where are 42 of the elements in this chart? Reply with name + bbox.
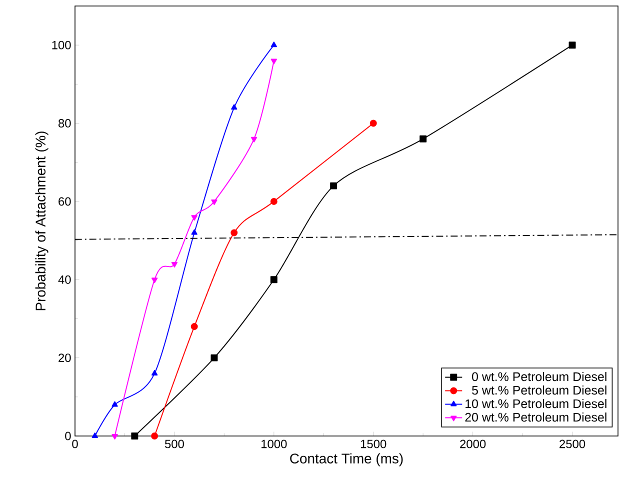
y-tick-label: 80 [58,119,71,128]
point [330,182,338,190]
x-tick-label: 1000 [262,440,287,448]
point [211,199,218,205]
point [151,278,158,284]
point [112,401,118,407]
point [370,120,377,127]
y-axis-title: Probability of Attachment (%) [35,132,48,310]
point [190,323,198,330]
legend-label: 5 wt.% Petroleum Diesel [472,385,606,395]
point [250,136,258,142]
y-tick-label: 60 [58,197,71,206]
x-tick-label: 500 [164,440,184,448]
legend-label: 0 wt.% Petroleum Diesel [472,372,606,382]
x-axis-title: Contact Time (ms) [290,453,403,466]
point [568,42,576,49]
legend-label: 10 wt.% Petroleum Diesel [466,398,606,408]
point [270,276,278,284]
x-tick-label: 2500 [560,440,586,448]
y-tick-label: 40 [58,275,71,284]
legend-label: 20 wt.% Petroleum Diesel [465,412,606,422]
x-tick-label: 2000 [460,440,486,448]
point [191,215,198,221]
y-tick-label: 100 [52,40,71,50]
y-tick-label: 0 [65,432,71,440]
x-tick-label: 0 [72,440,78,448]
point [231,104,238,110]
point [210,354,218,362]
point [131,432,138,440]
point [270,42,277,48]
point [151,432,158,440]
point [420,135,427,142]
point [151,370,158,376]
point [112,434,118,440]
point [270,198,278,205]
y-tick-label: 20 [58,354,71,362]
point [171,262,178,268]
x-tick-label: 1500 [360,440,386,448]
point [191,229,198,235]
point [92,432,98,438]
point [230,229,238,236]
point [270,58,277,64]
